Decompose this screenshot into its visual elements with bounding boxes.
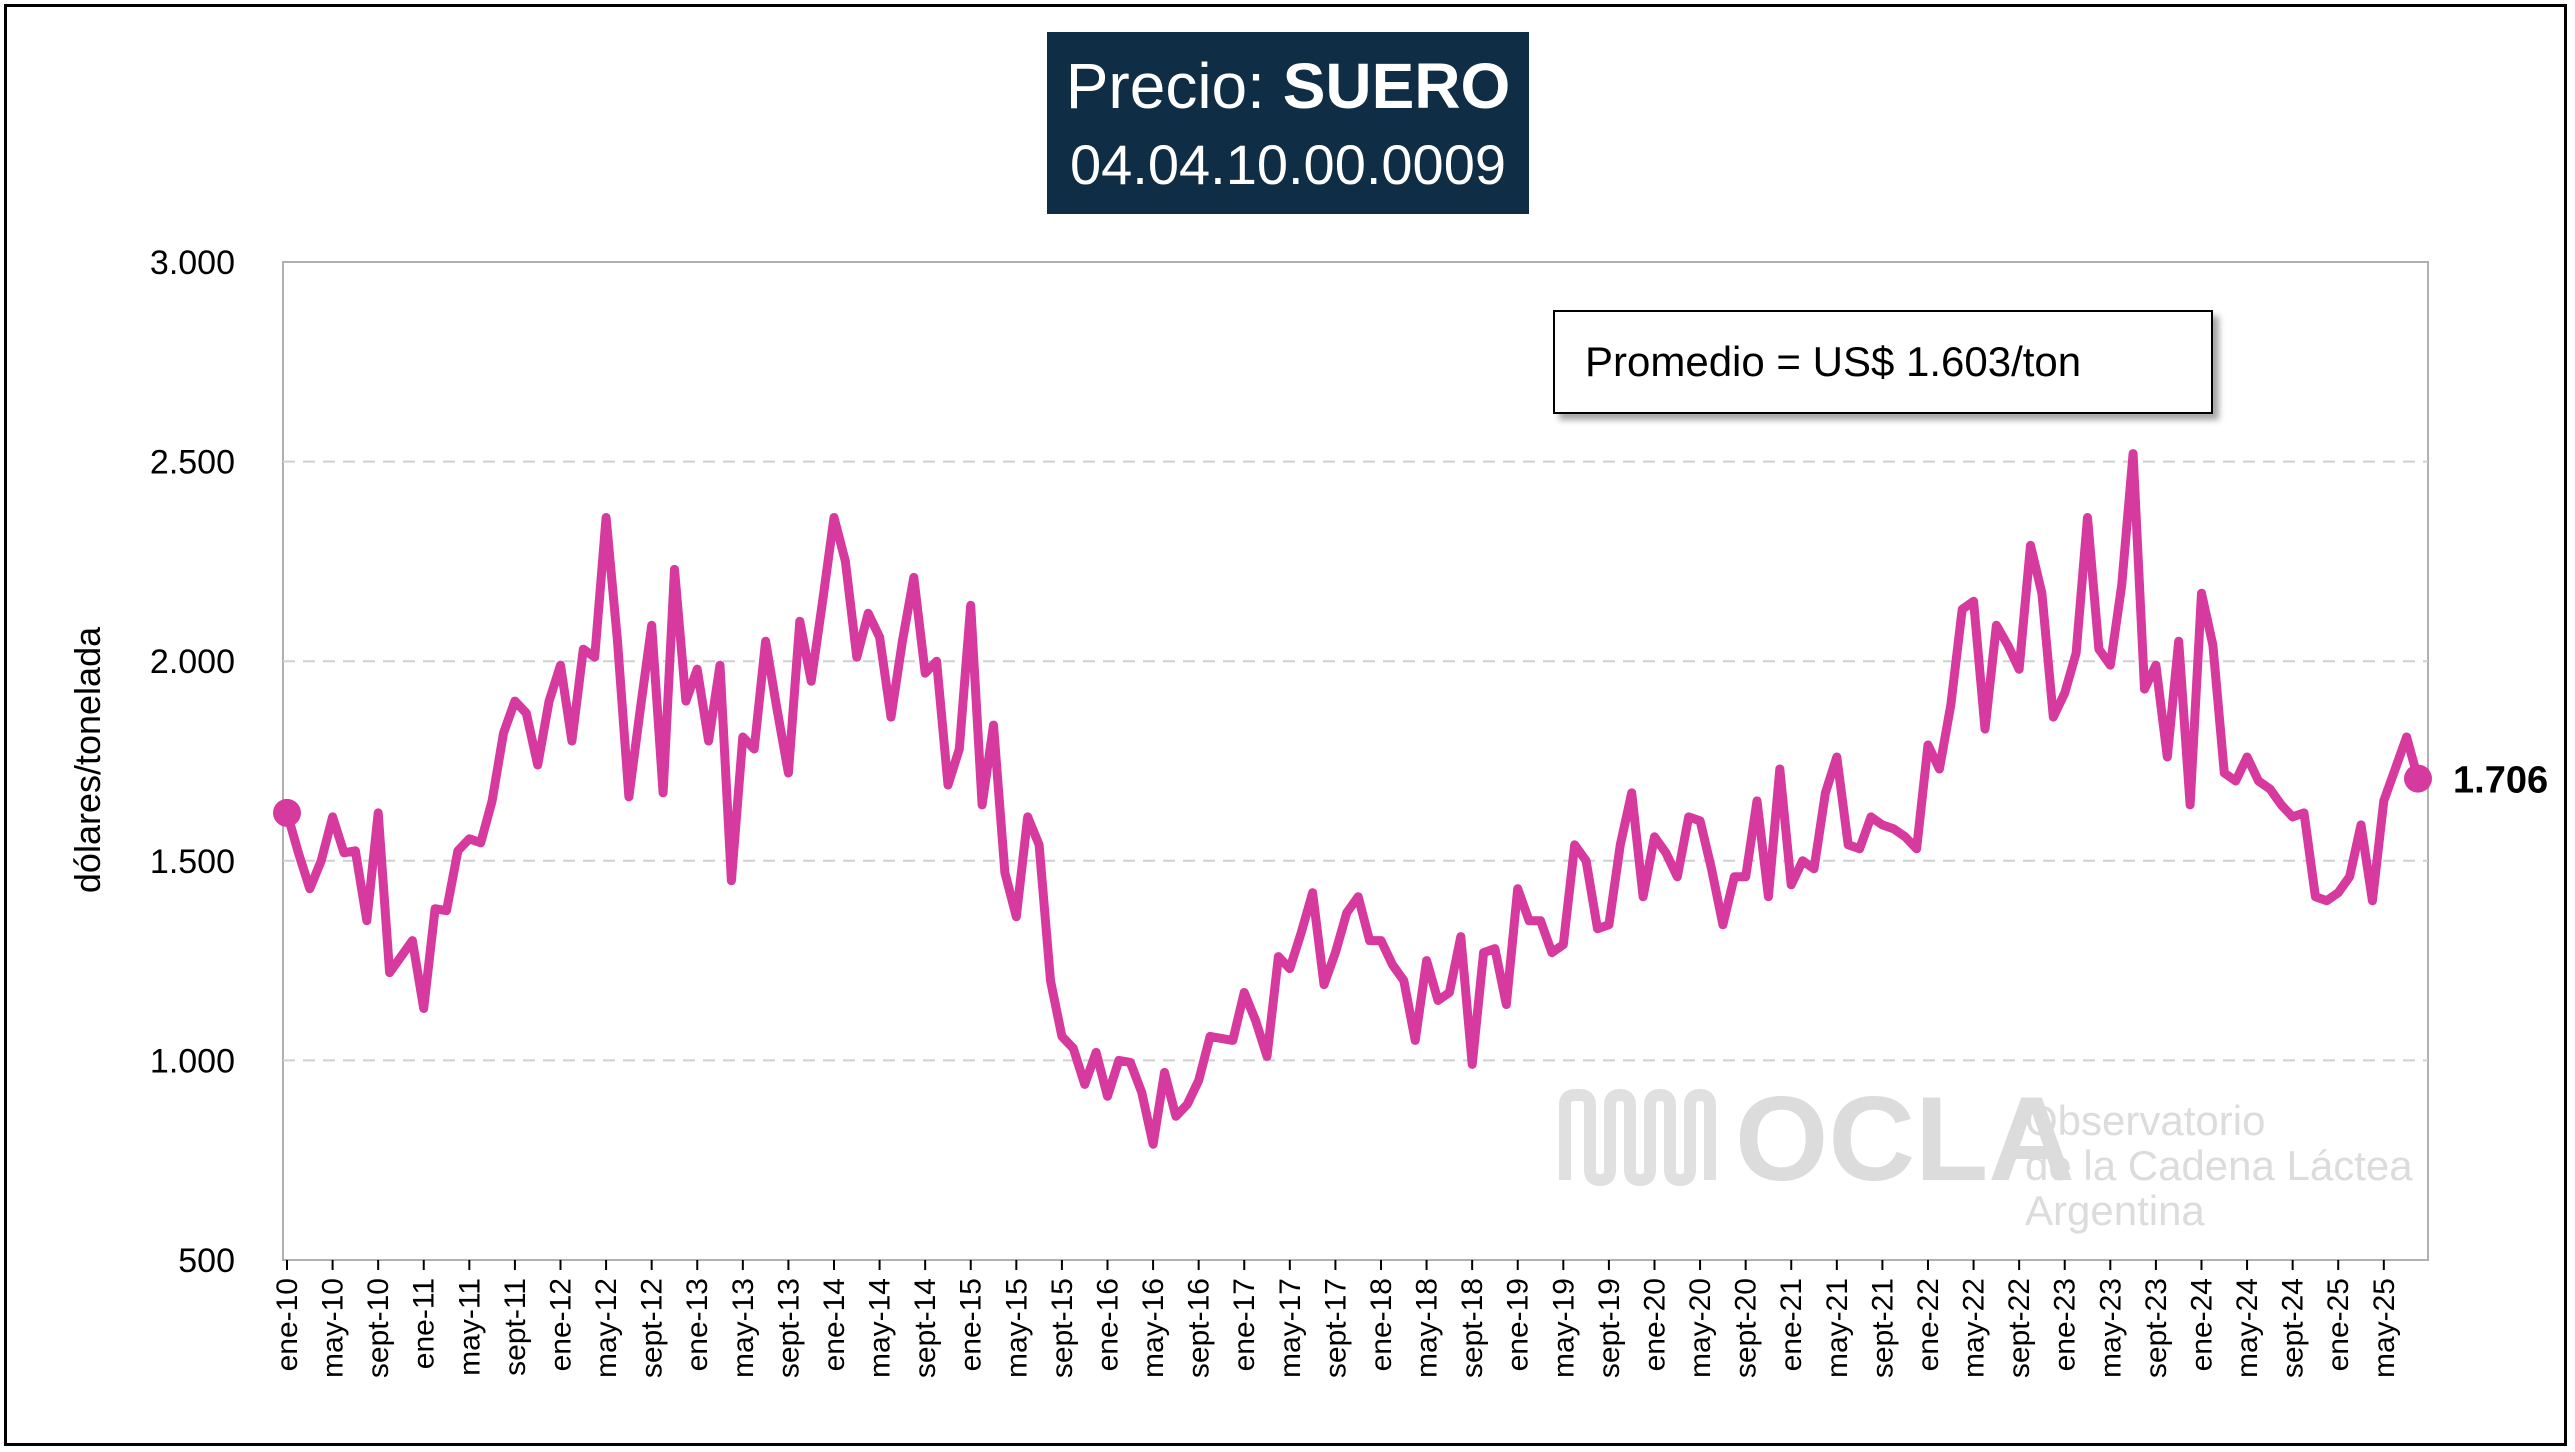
x-tick-label: ene-10 (271, 1278, 304, 1371)
x-tick-label: ene-22 (1912, 1278, 1945, 1371)
x-tick-label: ene-23 (2049, 1278, 2082, 1371)
y-tick-label: 2.500 (150, 444, 235, 482)
x-tick-label: sept-22 (2003, 1278, 2036, 1378)
x-tick-label: may-21 (1821, 1278, 1854, 1378)
x-tick-label: may-22 (1958, 1278, 1991, 1378)
x-tick-label: sept-14 (909, 1278, 942, 1378)
average-annotation: Promedio = US$ 1.603/ton (1553, 310, 2213, 414)
x-tick-label: ene-14 (818, 1278, 851, 1371)
x-tick-label: sept-21 (1866, 1278, 1899, 1378)
plot-area (282, 261, 2429, 1261)
x-tick-label: may-16 (1137, 1278, 1170, 1378)
y-tick-label: 500 (178, 1242, 235, 1280)
x-tick-label: ene-24 (2185, 1278, 2218, 1371)
x-tick-label: may-15 (1000, 1278, 1033, 1378)
y-axis-label: dólares/tonelada (67, 626, 108, 893)
y-tick-label: 3.000 (150, 244, 235, 282)
x-tick-label: may-23 (2094, 1278, 2127, 1378)
title-product: SUERO (1282, 50, 1511, 122)
last-value-label: 1.706 (2453, 760, 2548, 802)
x-axis-ticks: ene-10 may-10 sept-10 ene-11 may-11 sept-11 en… (271, 1260, 2401, 1378)
x-tick-label: may-24 (2231, 1278, 2264, 1378)
x-tick-label: sept-10 (362, 1278, 395, 1378)
chart-frame (4, 4, 2567, 1446)
x-tick-label: may-19 (1547, 1278, 1580, 1378)
x-tick-label: ene-15 (955, 1278, 988, 1371)
x-tick-label: sept-16 (1183, 1278, 1216, 1378)
x-tick-label: may-20 (1684, 1278, 1717, 1378)
x-tick-label: ene-18 (1365, 1278, 1398, 1371)
title-prefix: Precio: (1065, 50, 1283, 122)
watermark-line1: Observatorio (2025, 1097, 2265, 1144)
x-tick-label: may-14 (864, 1278, 897, 1378)
x-tick-label: sept-23 (2140, 1278, 2173, 1378)
ocla-watermark: OCLA Observatorio de la Cadena Láctea Ar… (1559, 1072, 2413, 1234)
ocla-logo-text: OCLA (1735, 1072, 2075, 1206)
x-tick-label: sept-19 (1593, 1278, 1626, 1378)
x-tick-label: sept-13 (772, 1278, 805, 1378)
ocla-logo-wave-icon (1559, 1088, 1716, 1187)
x-tick-label: sept-17 (1319, 1278, 1352, 1378)
x-tick-label: may-25 (2368, 1278, 2401, 1378)
y-tick-label: 1.000 (150, 1042, 235, 1080)
y-tick-label: 2.000 (150, 643, 235, 681)
x-tick-label: may-18 (1411, 1278, 1444, 1378)
x-tick-label: ene-17 (1228, 1278, 1261, 1371)
last-point-marker (2404, 764, 2432, 793)
x-tick-label: ene-12 (544, 1278, 577, 1371)
x-tick-label: may-12 (590, 1278, 623, 1378)
x-tick-label: sept-24 (2277, 1278, 2310, 1378)
x-tick-label: ene-13 (681, 1278, 714, 1371)
chart-title-box: Precio: SUERO 04.04.10.00.0009 (1047, 32, 1529, 214)
x-tick-label: ene-16 (1091, 1278, 1124, 1371)
x-tick-label: sept-11 (499, 1278, 532, 1376)
x-tick-label: may-11 (453, 1278, 486, 1376)
x-tick-label: sept-18 (1456, 1278, 1489, 1378)
x-tick-label: sept-15 (1046, 1278, 1079, 1378)
series-line (282, 449, 2423, 1149)
first-point-marker (273, 798, 301, 827)
watermark-line3: Argentina (2025, 1187, 2205, 1234)
x-tick-label: may-17 (1274, 1278, 1307, 1378)
x-tick-label: ene-19 (1502, 1278, 1535, 1371)
x-tick-label: ene-25 (2322, 1278, 2355, 1371)
chart-title: Precio: SUERO (1047, 48, 1529, 124)
series-group: 1.706 (273, 449, 2548, 1149)
x-tick-label: ene-20 (1638, 1278, 1671, 1371)
x-tick-label: may-10 (317, 1278, 350, 1378)
x-tick-label: may-13 (727, 1278, 760, 1378)
x-tick-label: sept-20 (1730, 1278, 1763, 1378)
y-tick-label: 1.500 (150, 843, 235, 881)
x-tick-label: sept-12 (636, 1278, 669, 1378)
x-tick-label: ene-11 (408, 1278, 441, 1369)
watermark-line2: de la Cadena Láctea (2025, 1142, 2413, 1189)
x-tick-label: ene-21 (1775, 1278, 1808, 1371)
chart-subtitle-code: 04.04.10.00.0009 (1070, 133, 1506, 196)
y-axis-ticks: 500 1.000 1.500 2.000 2.500 3.000 (150, 244, 235, 1280)
